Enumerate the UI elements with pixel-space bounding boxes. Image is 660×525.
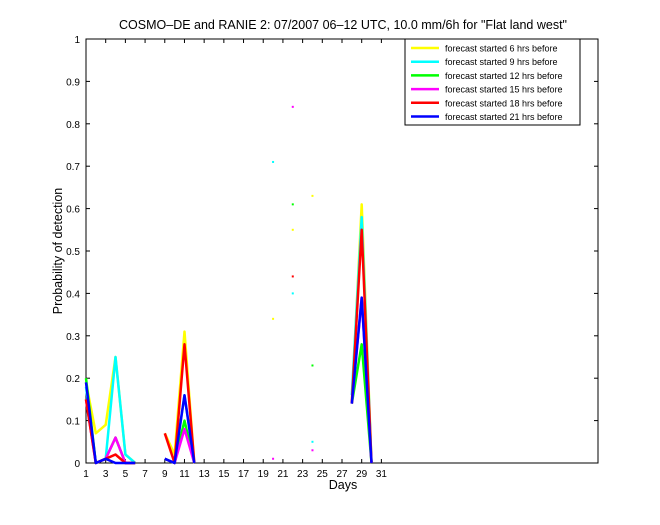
x-tick-label: 5 xyxy=(123,469,129,480)
legend: forecast started 6 hrs before forecast st… xyxy=(404,38,581,126)
legend-label: forecast started 12 hrs before xyxy=(445,71,563,81)
y-tick-label: 1 xyxy=(74,35,80,46)
data-point xyxy=(272,457,275,460)
y-tick-label: 0.2 xyxy=(66,374,80,385)
x-tick-label: 1 xyxy=(83,469,89,480)
y-tick-label: 0.1 xyxy=(66,417,80,428)
x-tick-label: 29 xyxy=(356,469,368,480)
x-tick-label: 7 xyxy=(142,469,148,480)
legend-label: forecast started 18 hrs before xyxy=(445,98,563,108)
series-line xyxy=(164,393,196,465)
legend-label: forecast started 15 hrs before xyxy=(445,85,563,95)
data-point xyxy=(311,194,314,197)
y-tick-label: 0.3 xyxy=(66,332,80,343)
x-tick-label: 15 xyxy=(218,469,230,480)
x-tick-label: 3 xyxy=(103,469,109,480)
y-tick-label: 0.5 xyxy=(66,247,80,258)
x-axis: 1 3 5 7 9 11 13 15 17 19 21 23 25 27 29 31 xyxy=(83,39,387,480)
x-tick-label: 27 xyxy=(336,469,348,480)
y-tick-label: 0.9 xyxy=(66,77,80,88)
y-tick-label: 0.4 xyxy=(66,289,80,300)
y-axis-label: Probability of detection xyxy=(51,188,65,315)
x-tick-label: 21 xyxy=(277,469,289,480)
x-axis-label: Days xyxy=(329,478,357,492)
series-line xyxy=(350,228,373,464)
data-point xyxy=(291,228,294,231)
legend-label: forecast started 9 hrs before xyxy=(445,57,558,67)
series-line xyxy=(163,343,196,465)
chart-title: COSMO–DE and RANIE 2: 07/2007 06–12 UTC,… xyxy=(119,18,567,32)
series-layer xyxy=(84,105,373,465)
x-tick-label: 9 xyxy=(162,469,168,480)
series-line xyxy=(350,296,373,464)
series-line xyxy=(84,382,136,465)
data-point xyxy=(272,160,275,163)
x-tick-label: 11 xyxy=(179,469,190,480)
y-axis: 0 0.1 0.2 0.3 0.4 0.5 0.6 0.7 0.8 0.9 1 xyxy=(66,35,598,470)
y-tick-label: 0 xyxy=(74,459,80,470)
x-tick-label: 19 xyxy=(258,469,270,480)
data-point xyxy=(291,292,294,295)
x-tick-label: 25 xyxy=(317,469,329,480)
y-tick-label: 0.8 xyxy=(66,120,80,131)
x-tick-label: 13 xyxy=(199,469,211,480)
x-tick-label: 31 xyxy=(376,469,388,480)
x-tick-label: 23 xyxy=(297,469,309,480)
legend-label: forecast started 21 hrs before xyxy=(445,112,563,122)
data-point xyxy=(311,440,314,443)
legend-label: forecast started 6 hrs before xyxy=(445,44,558,54)
x-tick-label: 17 xyxy=(238,469,250,480)
data-point xyxy=(311,449,314,452)
series-6 xyxy=(84,296,373,465)
data-point xyxy=(291,275,294,278)
data-point xyxy=(291,203,294,206)
legend-box xyxy=(404,38,581,126)
y-tick-label: 0.7 xyxy=(66,162,80,173)
data-point xyxy=(311,364,314,367)
data-point xyxy=(272,317,275,320)
y-tick-label: 0.6 xyxy=(66,205,80,216)
data-point xyxy=(291,105,294,108)
